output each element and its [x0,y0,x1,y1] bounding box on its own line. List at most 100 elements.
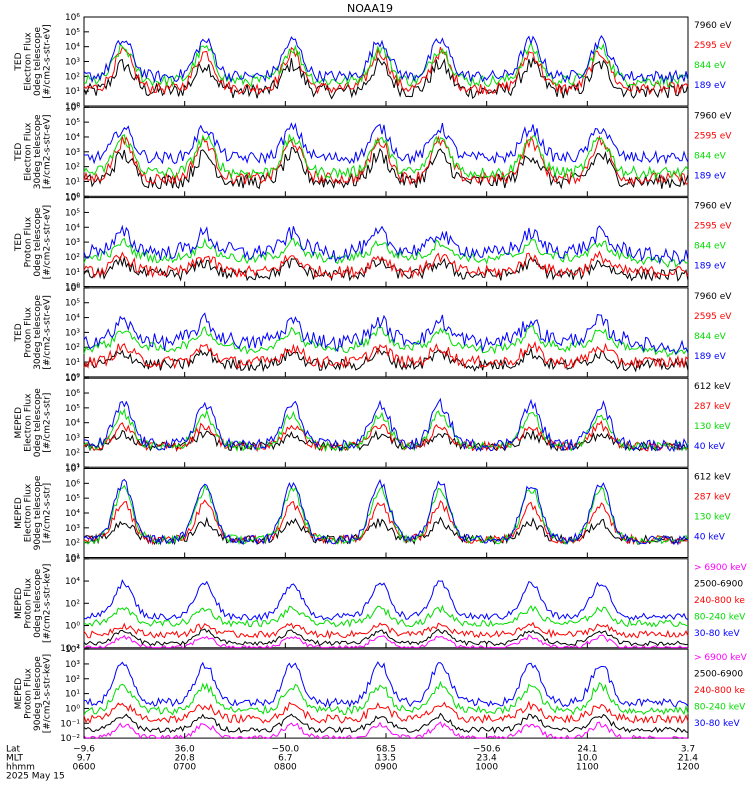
y-tick-label: 10³ [65,524,80,534]
y-tick-label: 10⁶ [65,13,80,23]
series-trace [83,250,689,280]
y-tick-label: 10⁵ [65,494,80,504]
legend-entry: 130 keV [694,422,731,432]
legend-entry: 240-800 ke [694,596,745,606]
y-tick-label: 10² [65,343,80,353]
series-trace [83,700,689,725]
series-trace [83,408,689,453]
y-tick-label: 10² [65,675,80,685]
y-axis-label: MEPEDProton Flux90deg telescope[#/cm2-s-… [14,654,53,733]
y-tick-label: 10⁻² [60,734,80,744]
y-tick-label: 10⁴ [65,419,80,429]
x-tick-mlt: 10.0 [577,753,597,763]
x-tick-lat: 36.0 [175,744,195,754]
y-tick-label: 10⁴ [65,43,80,53]
legend-entry: 287 keV [694,493,731,503]
x-row-label: MLT [6,753,24,763]
y-tick-label: 10⁻¹ [60,719,80,729]
y-tick-label: 10⁷ [65,465,80,475]
y-tick-label: 10⁴ [65,509,80,519]
panel-frame [83,648,689,739]
y-tick-label: 10⁶ [65,194,80,204]
y-tick-label: 10² [65,163,80,173]
series-trace [83,340,689,370]
x-row-label: Lat [6,744,21,754]
series-trace [83,224,689,266]
y-tick-label: 10⁵ [65,299,80,309]
series-trace [83,478,689,546]
series-trace [83,578,689,621]
legend-entry: 189 eV [694,352,727,362]
legend-entry: 240-800 ke [694,686,745,696]
y-tick-label: 10² [65,539,80,549]
y-tick-label: 10⁶ [65,389,80,399]
panel-frame [83,377,689,468]
series-trace [83,397,689,453]
legend-entry: 844 eV [694,332,727,342]
x-tick-mlt: 9.7 [77,753,91,763]
series-trace [83,122,689,165]
x-tick-mlt: 6.7 [278,753,292,763]
y-tick-label: 10¹ [65,268,80,278]
y-tick-label: 10⁶ [65,555,80,565]
y-tick-label: 10³ [65,328,80,338]
y-tick-label: 10³ [65,58,80,68]
legend-entry: 130 keV [694,513,731,523]
x-tick-hhmm: 1200 [677,762,700,772]
panels: 10⁰ 10¹ 10² 10³ 10⁴ 10⁵ 10⁶ TEDElectron Flux0de… [14,13,748,744]
y-tick-label: 10⁵ [65,208,80,218]
panel-2: 10⁰ 10¹ 10² 10³ 10⁴ 10⁵ 10⁶ TEDElectron Flux30d… [14,103,732,202]
y-tick-label: 10¹ [65,177,80,187]
x-tick-hhmm: 0800 [274,762,297,772]
legend-entry: 80-240 keV [694,703,746,713]
x-tick-lat: 24.1 [577,744,597,754]
y-tick-label: 10⁷ [65,374,80,384]
panel-frame [83,287,689,378]
y-tick-label: 10⁴ [65,645,80,655]
y-axis-label: MEPEDElectron Flux90deg telescope[#/cm2-… [14,475,53,550]
series-trace [83,134,689,181]
series-trace [83,40,689,88]
panel-7: 10⁻² 10⁰ 10² 10⁴ 10⁶ MEPEDProton Flux0deg tel… [14,555,748,654]
x-tick-lat: 3.7 [681,744,695,754]
y-tick-label: 10³ [65,148,80,158]
x-tick-hhmm: 1100 [576,762,599,772]
legend-entry: 40 keV [694,442,726,452]
y-axis-label: TEDProton Flux0deg telescope[#/cm2-s-str… [14,205,53,280]
y-tick-label: 10² [65,72,80,82]
y-tick-label: 10⁻² [60,644,80,654]
y-tick-label: 10⁰ [65,283,80,293]
y-tick-label: 10⁵ [65,118,80,128]
series-trace [83,56,689,100]
y-tick-label: 10⁴ [65,314,80,324]
x-tick-lat: −50.0 [272,744,300,754]
y-tick-label: 10⁰ [65,704,80,714]
y-tick-label: 10² [65,599,80,609]
legend-entry: > 6900 keV [694,653,748,663]
y-tick-label: 10⁶ [65,103,80,113]
y-tick-label: 10⁵ [65,404,80,414]
y-tick-label: 10² [65,448,80,458]
legend-entry: 844 eV [694,61,727,71]
series-trace [83,312,689,355]
legend-entry: 2500-6900 [694,579,743,589]
series-trace [83,325,689,358]
legend-entry: 612 keV [694,382,731,392]
series-trace [83,712,689,734]
legend-entry: 7960 eV [694,111,732,121]
legend-entry: 2595 eV [694,312,732,322]
x-row-label: hhmm [6,762,35,772]
y-tick-label: 10⁶ [65,479,80,489]
series-trace [83,429,689,453]
panel-8: 10⁻² 10⁻¹ 10⁰ 10¹ 10² 10³ 10⁴ MEPEDProton Flux9… [14,645,748,744]
y-tick-label: 10² [65,253,80,263]
y-axis-label: TEDElectron Flux30deg telescope[#/cm2-s-… [14,114,53,189]
y-tick-label: 10⁴ [65,133,80,143]
x-tick-mlt: 13.5 [376,753,396,763]
x-tick-mlt: 20.8 [175,753,195,763]
legend-entry: 30-80 keV [694,629,740,639]
panel-5: 10¹ 10² 10³ 10⁴ 10⁵ 10⁶ 10⁷ MEPEDElectron Flux0… [14,374,731,473]
series-trace [83,46,689,97]
